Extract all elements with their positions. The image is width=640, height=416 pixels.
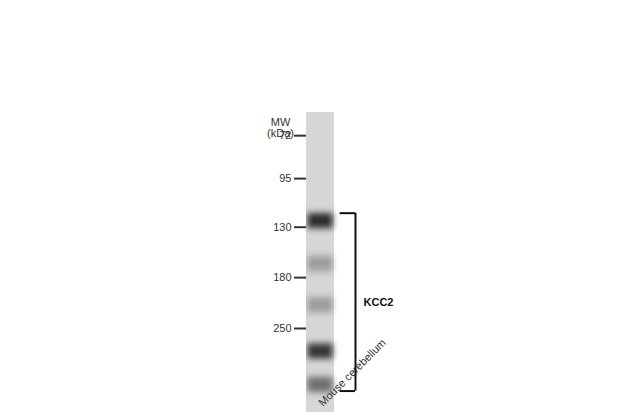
- svg-text:MW(kDa): MW(kDa): [267, 116, 294, 139]
- svg-text:250: 250: [273, 322, 291, 334]
- svg-text:Mouse cerebellum: Mouse cerebellum: [316, 336, 388, 408]
- svg-text:130: 130: [273, 221, 291, 233]
- svg-text:95: 95: [279, 172, 291, 184]
- svg-text:KCC2: KCC2: [364, 296, 394, 308]
- svg-text:180: 180: [273, 271, 291, 283]
